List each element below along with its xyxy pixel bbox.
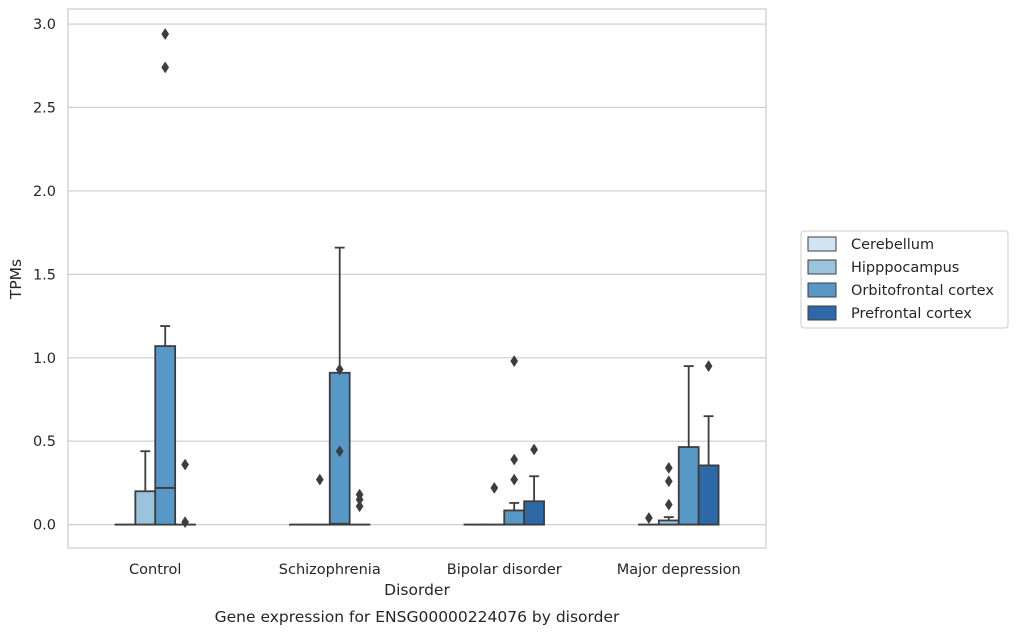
outlier-point	[704, 360, 713, 373]
series-prefrontal-cortex	[174, 360, 720, 529]
y-tick-label: 0.0	[33, 518, 56, 534]
outlier-point	[664, 461, 673, 474]
outlier-point	[490, 481, 499, 494]
legend-frame	[800, 230, 1009, 329]
box-series-layer	[114, 28, 720, 529]
box	[523, 500, 545, 526]
y-tick-label: 3.0	[33, 17, 56, 33]
outlier-point	[510, 473, 519, 486]
plot-area	[67, 8, 767, 549]
outlier-point	[161, 28, 170, 40]
legend-swatch	[807, 305, 837, 321]
outlier-point	[664, 475, 673, 488]
box	[154, 345, 177, 526]
legend-swatch	[807, 282, 837, 298]
y-tick-label: 1.5	[33, 267, 56, 283]
y-axis-title: TPMs	[7, 259, 25, 300]
outlier-point	[355, 500, 364, 513]
box	[697, 464, 720, 526]
x-tick-label: Schizophrenia	[279, 562, 381, 578]
x-tick-label: Control	[129, 562, 181, 578]
series-hipppocampus	[134, 450, 680, 526]
outlier-point	[335, 363, 344, 376]
legend-label: Hipppocampus	[851, 260, 959, 276]
box	[503, 509, 526, 526]
legend-label: Prefrontal cortex	[851, 306, 972, 322]
legend-swatch	[807, 259, 837, 275]
chart-title: Gene expression for ENSG00000224076 by d…	[215, 608, 620, 626]
outlier-point	[315, 473, 324, 486]
outlier-point	[510, 355, 519, 368]
outlier-point	[181, 458, 189, 471]
y-tick-label: 2.0	[33, 184, 56, 200]
series-orbitofrontal-cortex	[154, 28, 700, 526]
y-tick-labels: 0.0 0.5 1.0 1.5 2.0 2.5 3.0	[33, 17, 56, 534]
y-tick-label: 0.5	[33, 434, 56, 450]
outlier-point	[510, 453, 519, 466]
x-tick-labels: Control Schizophrenia Bipolar disorder Majo…	[129, 562, 741, 578]
outlier-point	[335, 445, 344, 458]
x-axis-title: Disorder	[384, 581, 450, 599]
outlier-point	[181, 516, 189, 529]
y-tick-label: 1.0	[33, 351, 56, 367]
x-tick-label: Major depression	[617, 562, 741, 578]
legend: Cerebellum Hipppocampus Orbitofrontal cort…	[800, 230, 1009, 329]
outlier-point	[645, 512, 653, 524]
y-tick-label: 2.5	[33, 100, 56, 116]
x-tick-label: Bipolar disorder	[447, 562, 562, 578]
legend-label: Orbitofrontal cortex	[851, 283, 994, 299]
outlier-point	[161, 61, 170, 74]
legend-swatch	[807, 236, 837, 252]
legend-items: Cerebellum Hipppocampus Orbitofrontal cort…	[807, 236, 994, 322]
box	[134, 490, 157, 526]
legend-label: Cerebellum	[851, 237, 934, 253]
box	[677, 446, 700, 526]
outlier-point	[530, 443, 538, 456]
outlier-point	[355, 488, 364, 501]
outlier-point	[664, 498, 673, 511]
